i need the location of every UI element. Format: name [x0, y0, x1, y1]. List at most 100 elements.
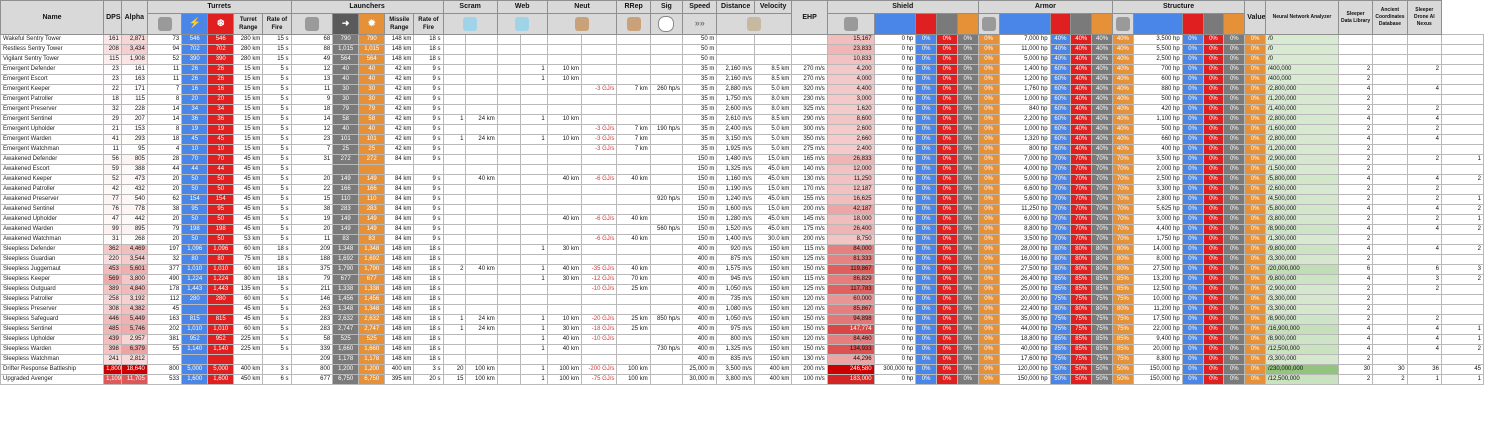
- explosive-resist-icon: [956, 13, 979, 35]
- table-cell: 0%: [936, 244, 958, 255]
- table-cell: 34: [181, 104, 209, 115]
- table-cell: 400 km: [233, 364, 264, 375]
- table-cell: 0%: [915, 304, 938, 315]
- table-cell: 30: [332, 94, 360, 105]
- table-cell: 80%: [1049, 264, 1072, 275]
- table-cell: [465, 294, 498, 305]
- table-cell: 5 s: [262, 174, 292, 185]
- table-cell: 18 s: [413, 314, 444, 325]
- table-cell: [496, 164, 521, 175]
- table-cell: 1,178: [332, 354, 360, 365]
- table-cell: 75%: [1049, 354, 1072, 365]
- table-cell: [649, 244, 684, 255]
- table-cell: [616, 54, 651, 65]
- table-cell: -3 GJ/s: [581, 84, 618, 95]
- table-cell: 0%: [936, 284, 958, 295]
- table-cell: 0%: [956, 164, 979, 175]
- table-cell: 5 s: [262, 234, 292, 245]
- table-cell: 0%: [936, 354, 958, 365]
- table-cell: 86,829: [826, 274, 875, 285]
- table-cell: 70%: [1070, 164, 1093, 175]
- thermal-resist-icon: [915, 13, 938, 35]
- table-cell: 258: [103, 294, 122, 305]
- table-cell: 0%: [977, 34, 1000, 45]
- table-cell: 5 s: [262, 314, 292, 325]
- table-cell: 0%: [1181, 244, 1204, 255]
- table-cell: 0%: [1202, 244, 1225, 255]
- table-cell: 208: [103, 44, 122, 55]
- em-resist-icon: [1132, 13, 1183, 35]
- table-cell: 8.5 km: [753, 74, 793, 85]
- table-cell: 18 s: [413, 244, 444, 255]
- table-cell: 490: [146, 274, 183, 285]
- table-cell: 0%: [1202, 324, 1225, 335]
- table-cell: 40 km: [546, 344, 583, 355]
- table-cell: [465, 34, 498, 45]
- table-cell: 35 m: [682, 104, 718, 115]
- table-cell: 0%: [936, 214, 958, 225]
- table-cell: /400,000: [1265, 74, 1339, 85]
- table-cell: 1,190 m/s: [716, 184, 755, 195]
- table-cell: 0 hp: [873, 164, 917, 175]
- table-cell: 0%: [1181, 214, 1204, 225]
- table-cell: 34: [207, 104, 235, 115]
- table-cell: [496, 334, 521, 345]
- table-cell: 150 m/s: [791, 264, 828, 275]
- table-cell: 4: [1406, 134, 1442, 145]
- table-cell: 80%: [1091, 254, 1113, 265]
- table-cell: 27,500 hp: [1132, 264, 1183, 275]
- table-cell: [581, 104, 618, 115]
- table-cell: 35 m: [682, 134, 718, 145]
- table-cell: 70%: [1111, 164, 1134, 175]
- table-cell: 0%: [1223, 54, 1246, 65]
- table-cell: [465, 204, 498, 215]
- row-name: Awakened Sentinel: [0, 204, 105, 215]
- table-cell: 85%: [1070, 344, 1093, 355]
- table-cell: 2,400 m/s: [716, 124, 755, 135]
- table-cell: /16,900,000: [1265, 324, 1339, 335]
- scrambler-icon: [442, 13, 498, 35]
- table-cell: 0%: [1244, 144, 1267, 155]
- table-cell: 12: [290, 64, 334, 75]
- table-cell: 702: [207, 44, 235, 55]
- table-cell: 18 s: [262, 274, 292, 285]
- table-cell: 148 km: [384, 354, 415, 365]
- table-cell: [1372, 254, 1408, 265]
- table-cell: 1,400 hp: [998, 64, 1051, 75]
- table-cell: [1372, 204, 1408, 215]
- table-cell: [546, 294, 583, 305]
- table-cell: 2: [1406, 284, 1442, 295]
- table-cell: 6,000 hp: [998, 214, 1051, 225]
- table-cell: 3,800: [120, 274, 148, 285]
- table-cell: 100 km: [465, 364, 498, 375]
- table-cell: [753, 34, 793, 45]
- table-row: Emergent Preserver 32 228 14 34 34 15 km 5 s 18 7…: [0, 104, 1485, 115]
- table-cell: 0%: [1181, 194, 1204, 205]
- table-cell: 60%: [1049, 134, 1072, 145]
- table-cell: 1,080 m/s: [716, 304, 755, 315]
- table-cell: [649, 234, 684, 245]
- table-cell: 49: [290, 54, 334, 65]
- table-row: Sleepless Keeper 569 3,800 490 1,224 1,224 80 …: [0, 274, 1485, 285]
- table-cell: 5 s: [262, 154, 292, 165]
- table-cell: [465, 104, 498, 115]
- table-cell: 70%: [1049, 164, 1072, 175]
- table-cell: 0%: [936, 174, 958, 185]
- table-cell: [519, 164, 548, 175]
- table-cell: 178: [146, 284, 183, 295]
- table-cell: 19: [181, 124, 209, 135]
- table-cell: 1,015: [358, 44, 386, 55]
- table-cell: 23: [103, 74, 122, 85]
- table-cell: 0%: [956, 34, 979, 45]
- table-cell: [546, 94, 583, 105]
- table-cell: [181, 354, 209, 365]
- table-cell: [581, 344, 618, 355]
- table-cell: 0%: [977, 64, 1000, 75]
- table-cell: 0%: [1223, 334, 1246, 345]
- table-cell: /2,900,000: [1265, 154, 1339, 165]
- table-cell: 0 hp: [873, 324, 917, 335]
- table-cell: 18: [103, 94, 122, 105]
- table-cell: 1,010: [207, 324, 235, 335]
- table-cell: 8.5 km: [753, 64, 793, 75]
